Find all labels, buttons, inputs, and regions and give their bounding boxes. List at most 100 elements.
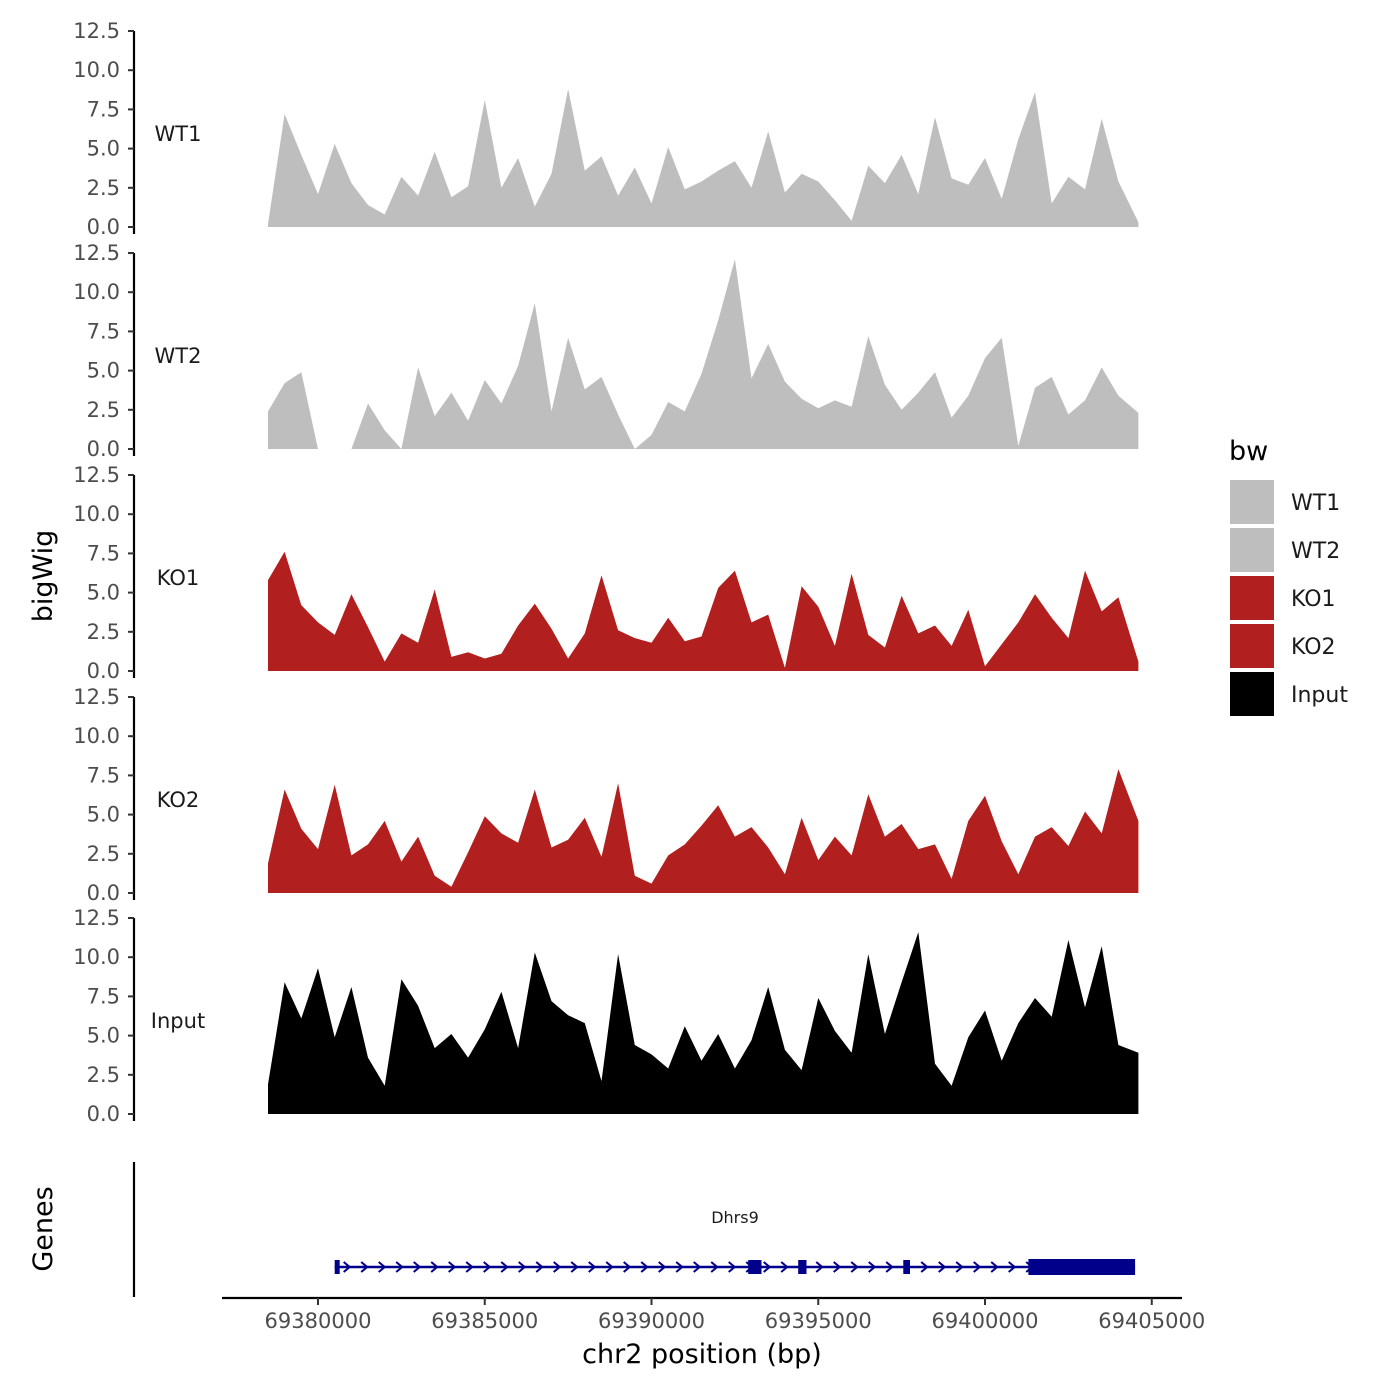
area-ko1: [268, 551, 1139, 671]
signal-tracks: 0.0 2.5 5.0 7.5 10.0 12.5 WT1 0.0 2.5 5.0 7.5 10.0 1…: [73, 19, 1139, 1126]
track-label-wt2: WT2: [155, 344, 202, 368]
y-tick-label: 10.0: [73, 502, 120, 526]
exon: [1028, 1259, 1136, 1275]
exon: [334, 1260, 340, 1274]
strand-arrow: [780, 1261, 789, 1273]
strand-arrow: [518, 1261, 527, 1273]
y-tick-label: 10.0: [73, 280, 120, 304]
strand-arrow: [570, 1261, 579, 1273]
exon: [903, 1260, 910, 1274]
y-tick-label: 0.0: [87, 1102, 120, 1126]
gene-model: [334, 1259, 1136, 1275]
gene-label: Dhrs9: [711, 1208, 759, 1227]
legend-swatch: [1230, 528, 1274, 572]
strand-arrow: [693, 1261, 702, 1273]
strand-arrow: [920, 1261, 929, 1273]
strand-arrow: [868, 1261, 877, 1273]
y-tick-label: 7.5: [87, 541, 120, 565]
exon: [798, 1260, 807, 1274]
genes-panel: Genes Dhrs9: [28, 1162, 1136, 1297]
strand-arrow: [605, 1261, 614, 1273]
y-tick-label: 12.5: [73, 685, 120, 709]
strand-arrow: [378, 1261, 387, 1273]
track-label-input: Input: [151, 1009, 205, 1033]
genes-axis-title: Genes: [28, 1186, 59, 1271]
exon: [748, 1260, 762, 1274]
strand-arrow: [360, 1261, 369, 1273]
strand-arrow: [675, 1261, 684, 1273]
y-tick-label: 10.0: [73, 58, 120, 82]
area-wt1: [268, 89, 1139, 227]
track-ko1: 0.0 2.5 5.0 7.5 10.0 12.5 KO1: [73, 463, 1139, 683]
strand-arrow: [430, 1261, 439, 1273]
legend-label: WT1: [1291, 491, 1340, 516]
y-tick-label: 12.5: [73, 906, 120, 930]
legend-item-wt2: WT2: [1230, 528, 1340, 572]
strand-arrow: [658, 1261, 667, 1273]
y-tick-label: 10.0: [73, 945, 120, 969]
legend-swatch: [1230, 672, 1274, 716]
y-tick-label: 5.0: [87, 581, 120, 605]
legend-title: bw: [1229, 436, 1268, 467]
strand-arrow: [850, 1261, 859, 1273]
strand-arrow: [588, 1261, 597, 1273]
strand-arrow: [500, 1261, 509, 1273]
strand-arrow: [343, 1261, 352, 1273]
strand-arrow: [763, 1261, 772, 1273]
strand-arrow: [710, 1261, 719, 1273]
area-wt2: [268, 259, 1139, 449]
y-tick-label: 0.0: [87, 881, 120, 905]
y-tick-label: 0.0: [87, 659, 120, 683]
x-tick-label: 69400000: [932, 1309, 1039, 1333]
x-tick-label: 69380000: [265, 1309, 372, 1333]
strand-arrow: [465, 1261, 474, 1273]
y-tick-label: 5.0: [87, 1024, 120, 1048]
strand-arrow: [448, 1261, 457, 1273]
y-tick-label: 12.5: [73, 463, 120, 487]
x-tick-label: 69395000: [765, 1309, 872, 1333]
strand-arrow: [1008, 1261, 1017, 1273]
legend-label: KO1: [1291, 587, 1336, 612]
y-tick-label: 0.0: [87, 437, 120, 461]
y-tick-label: 2.5: [87, 1063, 120, 1087]
y-tick-label: 12.5: [73, 19, 120, 43]
strand-arrow: [728, 1261, 737, 1273]
y-tick-label: 5.0: [87, 137, 120, 161]
track-label-ko1: KO1: [157, 566, 200, 590]
y-tick-label: 2.5: [87, 620, 120, 644]
track-wt1: 0.0 2.5 5.0 7.5 10.0 12.5 WT1: [73, 19, 1139, 239]
legend-item-input: Input: [1230, 672, 1348, 716]
strand-arrow: [955, 1261, 964, 1273]
y-tick-label: 7.5: [87, 763, 120, 787]
strand-arrow: [640, 1261, 649, 1273]
y-tick-label: 7.5: [87, 984, 120, 1008]
y-axis-title: bigWig: [28, 530, 59, 623]
legend: bw WT1 WT2 KO1 KO2 Input: [1229, 436, 1348, 716]
legend-swatch: [1230, 624, 1274, 668]
x-tick-label: 69405000: [1098, 1309, 1205, 1333]
legend-label: Input: [1291, 683, 1348, 708]
x-tick-label: 69390000: [598, 1309, 705, 1333]
track-ko2: 0.0 2.5 5.0 7.5 10.0 12.5 KO2: [73, 685, 1139, 905]
strand-arrow: [535, 1261, 544, 1273]
area-ko2: [268, 769, 1139, 893]
legend-swatch: [1230, 480, 1274, 524]
y-tick-label: 12.5: [73, 241, 120, 265]
legend-swatch: [1230, 576, 1274, 620]
strand-arrow: [885, 1261, 894, 1273]
strand-arrow: [623, 1261, 632, 1273]
legend-item-ko1: KO1: [1230, 576, 1336, 620]
y-tick-label: 10.0: [73, 724, 120, 748]
legend-item-wt1: WT1: [1230, 480, 1340, 524]
track-label-wt1: WT1: [155, 122, 202, 146]
area-input: [268, 932, 1139, 1114]
track-label-ko2: KO2: [157, 788, 200, 812]
y-tick-label: 5.0: [87, 359, 120, 383]
strand-arrow: [815, 1261, 824, 1273]
strand-arrow: [938, 1261, 947, 1273]
y-tick-label: 7.5: [87, 319, 120, 343]
strand-arrow: [395, 1261, 404, 1273]
strand-arrow: [483, 1261, 492, 1273]
y-tick-label: 2.5: [87, 176, 120, 200]
